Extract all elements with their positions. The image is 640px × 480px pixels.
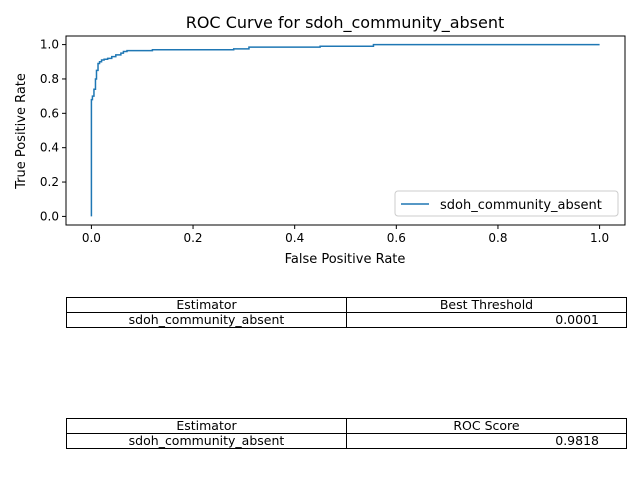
axes-frame (65, 35, 626, 226)
x-tick-label: 1.0 (590, 231, 609, 245)
x-tick-label: 0.4 (285, 231, 304, 245)
table-header-cell: Estimator (66, 297, 347, 313)
x-tick-label: 0.8 (488, 231, 507, 245)
table-header-row: Estimator Best Threshold (66, 297, 627, 313)
y-tick-label: 1.0 (40, 38, 59, 52)
best-threshold-table: Estimator Best Threshold sdoh_community_… (66, 297, 627, 328)
legend-label: sdoh_community_absent (440, 198, 602, 213)
roc-score-cell: 0.9818 (346, 433, 627, 449)
plot-area: 0.0 0.2 0.4 0.6 0.8 1.0 0.0 0.2 0.4 0.6 0.8 1.0 (40, 35, 626, 245)
legend-box (394, 190, 619, 217)
x-tick-label: 0.0 (82, 231, 101, 245)
y-tick-label: 0.6 (40, 106, 59, 120)
roc-curve-line (90, 43, 600, 217)
estimator-cell: sdoh_community_absent (66, 433, 347, 449)
y-tick-label: 0.0 (40, 209, 59, 223)
x-tick-label: 0.6 (387, 231, 406, 245)
roc-score-table: Estimator ROC Score sdoh_community_absen… (66, 418, 627, 449)
legend: sdoh_community_absent (394, 190, 619, 217)
y-tick-label: 0.8 (40, 72, 59, 86)
table-header-cell: Best Threshold (346, 297, 627, 313)
table-header-cell: Estimator (66, 418, 347, 434)
y-tick-label: 0.4 (40, 141, 59, 155)
table-row: sdoh_community_absent 0.0001 (66, 312, 627, 328)
table-header-row: Estimator ROC Score (66, 418, 627, 434)
table-header-cell: ROC Score (346, 418, 627, 434)
best-threshold-cell: 0.0001 (346, 312, 627, 328)
estimator-cell: sdoh_community_absent (66, 312, 347, 328)
chart-title: ROC Curve for sdoh_community_absent (186, 13, 505, 33)
x-axis-label: False Positive Rate (285, 252, 406, 267)
x-tick-label: 0.2 (183, 231, 202, 245)
table-row: sdoh_community_absent 0.9818 (66, 433, 627, 449)
y-tick-label: 0.2 (40, 175, 59, 189)
y-axis-label: True Positive Rate (14, 73, 29, 190)
